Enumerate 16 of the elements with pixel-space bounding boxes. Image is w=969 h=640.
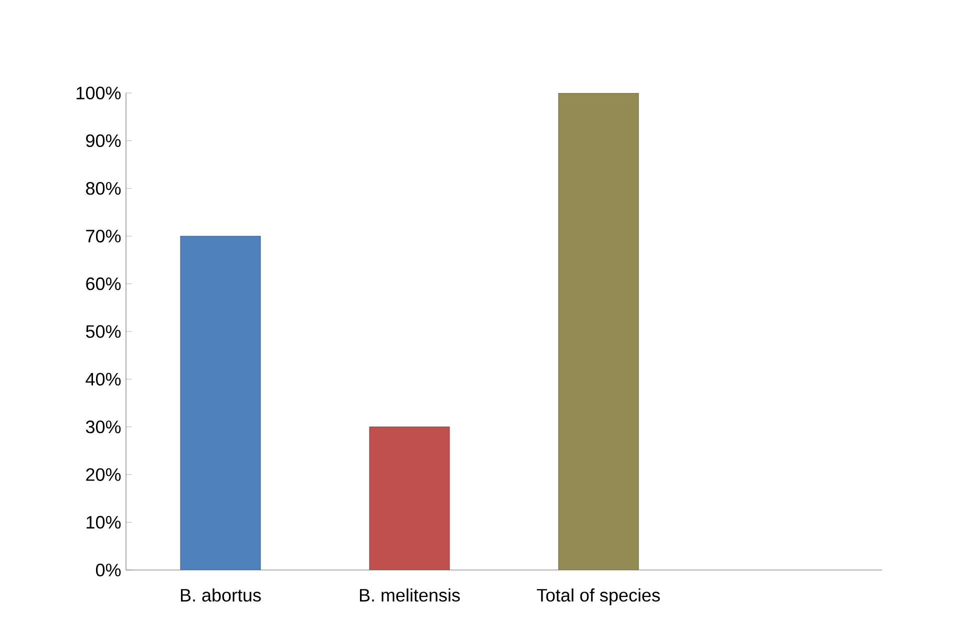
y-tick-label: 90% [86,134,121,148]
y-tick-label: 20% [86,468,121,481]
y-tick-label: 40% [86,372,121,386]
bar [558,93,639,570]
y-tick-label: 70% [86,230,121,242]
y-tick-label: 0% [96,564,121,576]
y-tick-label: 60% [86,277,121,290]
x-tick-label: B. abortus [180,588,261,602]
y-tick-label: 30% [86,420,121,434]
y-tick-label: 10% [86,516,121,529]
x-tick-label: B. melitensis [360,588,460,602]
x-tick-label: Total of species [536,588,660,606]
bar [180,236,261,570]
y-tick-label: 50% [86,325,121,338]
y-tick-label: 100% [76,86,121,100]
y-tick-label: 80% [86,182,121,195]
